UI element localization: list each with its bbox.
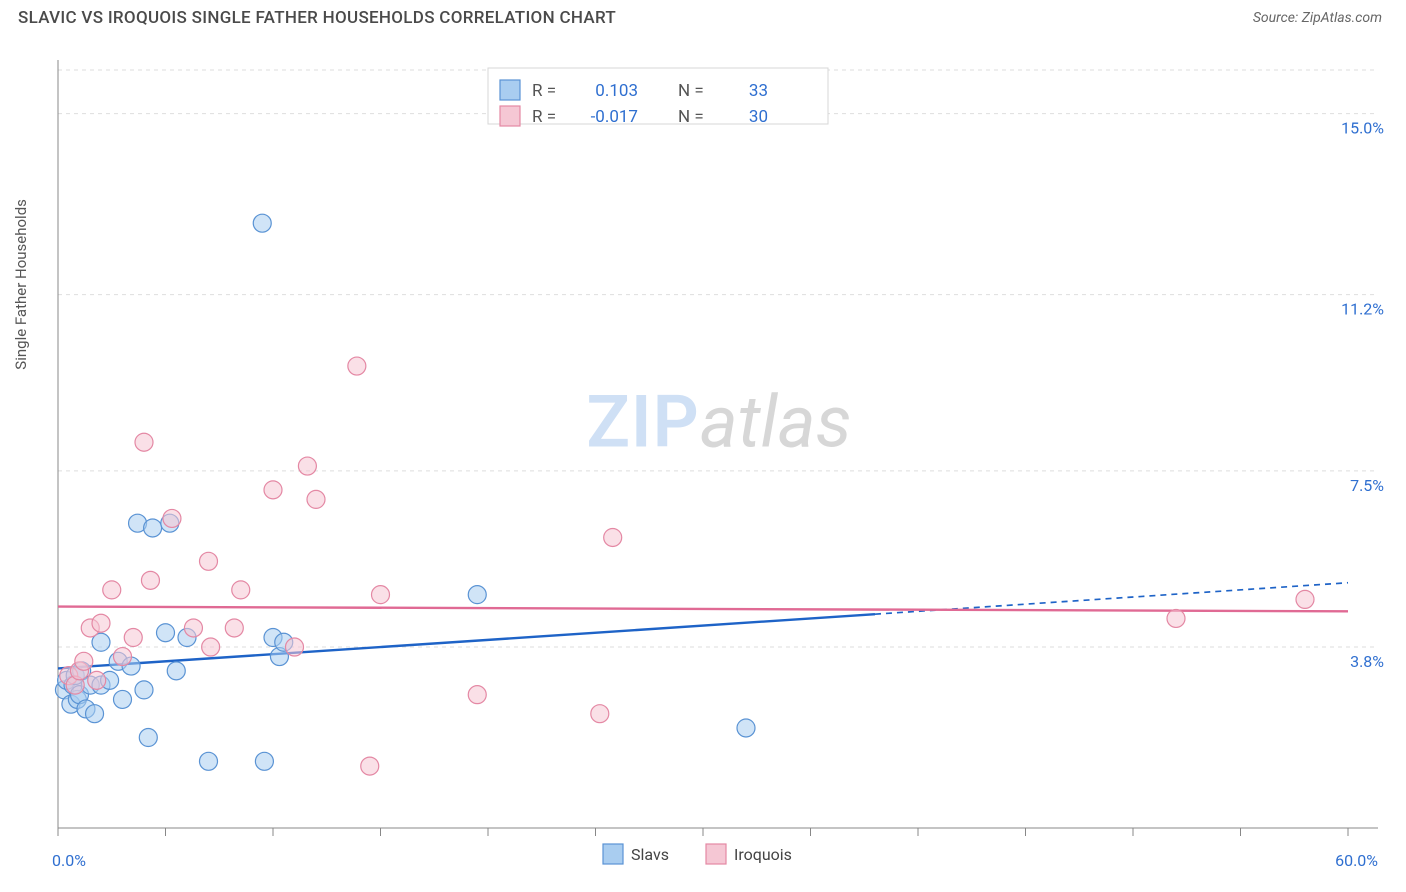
y-axis-label: Single Father Households (12, 199, 30, 370)
point-slavs (255, 752, 273, 770)
legend-n-label: N = (678, 81, 704, 101)
legend-r-value-slavs: 0.103 (595, 81, 638, 101)
chart-container: Single Father Households ZIPatlas 3.8%7.… (48, 38, 1390, 872)
point-iroquois (184, 619, 202, 637)
point-iroquois (604, 528, 622, 546)
point-slavs (468, 586, 486, 604)
point-iroquois (348, 357, 366, 375)
point-slavs (144, 519, 162, 537)
point-iroquois (75, 652, 93, 670)
point-iroquois (591, 705, 609, 723)
point-iroquois (372, 586, 390, 604)
legend-n-label: N = (678, 107, 704, 127)
y-tick-label: 11.2% (1341, 300, 1384, 319)
y-tick-label: 15.0% (1341, 119, 1384, 138)
point-iroquois (114, 648, 132, 666)
legend-bottom-label-slavs: Slavs (631, 845, 669, 864)
point-iroquois (264, 481, 282, 499)
legend-bottom-label-iroquois: Iroquois (734, 845, 792, 864)
point-iroquois (88, 671, 106, 689)
point-slavs (114, 690, 132, 708)
point-iroquois (141, 571, 159, 589)
point-iroquois (135, 433, 153, 451)
y-tick-label: 3.8% (1350, 652, 1384, 671)
point-iroquois (1296, 590, 1314, 608)
source-prefix: Source: (1253, 10, 1302, 26)
legend-swatch-slavs (500, 80, 520, 100)
point-iroquois (103, 581, 121, 599)
source-attribution: Source: ZipAtlas.com (1253, 10, 1382, 26)
point-slavs (135, 681, 153, 699)
point-iroquois (225, 619, 243, 637)
point-slavs (167, 662, 185, 680)
point-slavs (200, 752, 218, 770)
point-iroquois (92, 614, 110, 632)
x-min-label: 0.0% (52, 851, 86, 870)
x-max-label: 60.0% (1335, 851, 1378, 870)
source-name: ZipAtlas.com (1302, 10, 1382, 26)
scatter-chart: 3.8% 7.5% 11.2% 15.0% R = 0.103 N = 33 R = -0.017… (48, 38, 1390, 872)
chart-title: SLAVIC VS IROQUOIS SINGLE FATHER HOUSEHO… (18, 8, 616, 28)
point-slavs (157, 624, 175, 642)
point-iroquois (286, 638, 304, 656)
legend-n-value-iroquois: 30 (749, 107, 768, 127)
point-iroquois (124, 629, 142, 647)
point-slavs (253, 214, 271, 232)
point-iroquois (200, 552, 218, 570)
point-slavs (139, 729, 157, 747)
point-iroquois (468, 686, 486, 704)
point-iroquois (232, 581, 250, 599)
point-iroquois (1167, 609, 1185, 627)
point-iroquois (163, 509, 181, 527)
point-iroquois (298, 457, 316, 475)
legend-r-label: R = (532, 107, 556, 127)
legend-r-value-iroquois: -0.017 (591, 107, 638, 127)
y-tick-label: 7.5% (1350, 476, 1384, 495)
legend-r-label: R = (532, 81, 556, 101)
legend-bottom-swatch-slavs (603, 844, 623, 864)
legend-bottom-swatch-iroquois (706, 844, 726, 864)
point-slavs (737, 719, 755, 737)
point-iroquois (202, 638, 220, 656)
legend-n-value-slavs: 33 (749, 81, 768, 101)
point-slavs (86, 705, 104, 723)
trend-line-iroquois (58, 607, 1348, 612)
point-iroquois (307, 490, 325, 508)
point-iroquois (361, 757, 379, 775)
chart-header: SLAVIC VS IROQUOIS SINGLE FATHER HOUSEHO… (0, 0, 1406, 32)
legend-swatch-iroquois (500, 106, 520, 126)
